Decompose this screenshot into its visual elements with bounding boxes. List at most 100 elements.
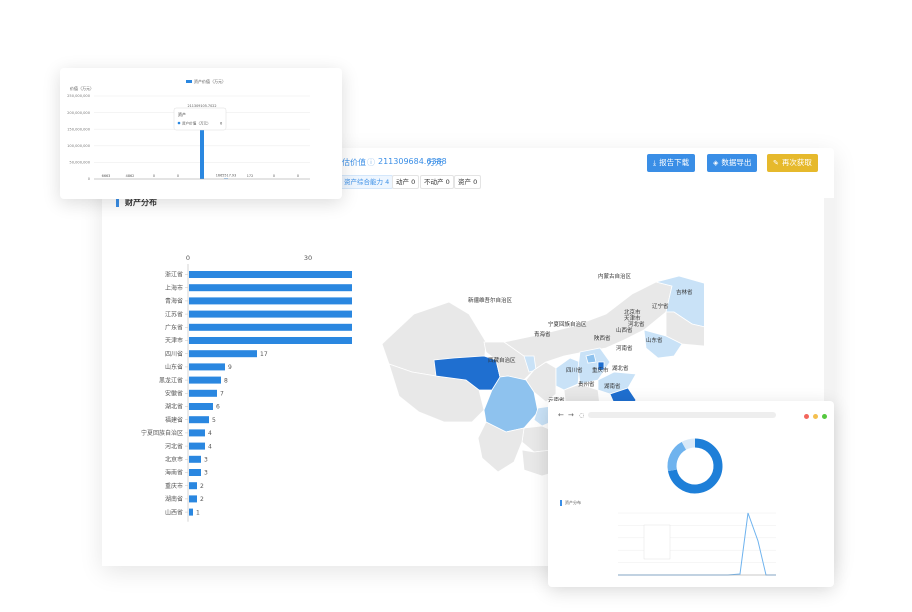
donut-slice xyxy=(681,438,696,450)
refetch-button[interactable]: ✎ 再次获取 xyxy=(767,154,818,172)
bar xyxy=(189,350,257,358)
asset-value-bar-chart: 资产价值（万元） 价值（万元） 250,000,000 200,000,000 150,… xyxy=(67,78,310,181)
bar xyxy=(189,508,193,516)
valuation-value: 211309684.6388 xyxy=(378,157,447,166)
bar-value-label: 6663 xyxy=(102,174,111,178)
bar-value-label: 2 xyxy=(200,496,204,503)
map-region-label: 重庆市 xyxy=(592,366,609,374)
tooltip-series: 资产价值（万元） xyxy=(182,121,211,126)
close-window-icon[interactable] xyxy=(804,414,809,419)
y-tick-label: 100,000,000 xyxy=(67,144,91,148)
bar xyxy=(189,363,225,371)
map-region-label: 青海省 xyxy=(534,330,551,338)
bar-value-label: 9 xyxy=(228,364,232,371)
tag-asset-ability[interactable]: 资产综合能力 4 xyxy=(340,175,394,189)
bar xyxy=(189,323,352,331)
report-download-button[interactable]: ⤓ 报告下载 xyxy=(647,154,696,172)
bar-value-label: 3 xyxy=(204,457,208,464)
category-label: 海南省 xyxy=(165,469,183,477)
bar-value-label: 1 xyxy=(196,509,200,516)
asset-value-card: 资产价值（万元） 价值（万元） 250,000,000 200,000,000 150,… xyxy=(60,68,342,199)
map-region-label: 河北省 xyxy=(628,320,645,328)
bar-value-label: 211309105.7022 xyxy=(187,104,216,108)
map-region-label: 新疆维吾尔自治区 xyxy=(468,296,513,304)
donut-chart xyxy=(667,438,723,494)
bar-value-label: 3 xyxy=(204,470,208,477)
bar-value-label: 6 xyxy=(216,404,220,411)
map-region-label: 内蒙古自治区 xyxy=(598,272,632,280)
bar-value-label: 8 xyxy=(224,377,228,384)
x-tick-label: 30 xyxy=(304,254,312,262)
x-tick-label: 0 xyxy=(186,254,190,262)
series-line xyxy=(618,512,776,576)
category-label: 黑龙江省 xyxy=(159,376,183,384)
tooltip-box xyxy=(643,524,671,560)
map-region-label: 湖南省 xyxy=(604,382,621,390)
category-label: 山西省 xyxy=(165,508,183,516)
bar xyxy=(189,389,217,397)
map-region-label: 云南省 xyxy=(548,396,565,404)
map-region-label: 北京市 xyxy=(624,308,641,316)
category-label: 湖南省 xyxy=(165,495,183,503)
section-title: 财产分布 xyxy=(116,198,157,207)
category-label: 湖北省 xyxy=(165,403,183,411)
browser-nav: ← → ◌ xyxy=(558,411,776,419)
tooltip-dot xyxy=(177,121,181,125)
tooltip-box xyxy=(173,107,227,131)
donut-slice xyxy=(667,441,687,472)
tooltip-title: 资产 xyxy=(178,111,186,117)
bar xyxy=(189,284,352,292)
browser-preview-card: ← → ◌ 资产分布 xyxy=(548,401,834,587)
category-label: 青海省 xyxy=(165,297,183,305)
valuation-label: 估价值 xyxy=(342,158,366,167)
bar-value-label: 4862 xyxy=(126,174,135,178)
bar xyxy=(189,482,197,490)
tooltip-value: 0 xyxy=(220,122,223,126)
y-axis-label: 价值（万元） xyxy=(70,85,94,91)
download-icon: ⤓ xyxy=(653,159,657,167)
bar xyxy=(200,108,204,179)
category-label: 四川省 xyxy=(165,350,183,358)
bar xyxy=(189,455,201,463)
tag-movable[interactable]: 动产 0 xyxy=(392,175,420,189)
region-shandong xyxy=(597,371,637,395)
line-section-title: 资产分布 xyxy=(560,500,581,506)
map-region-label: 四川省 xyxy=(566,366,583,374)
category-label: 重庆市 xyxy=(165,482,183,490)
map-region-label: 山西省 xyxy=(616,326,633,334)
map-region-label: 天津市 xyxy=(624,314,641,322)
bar xyxy=(189,442,205,450)
region-liaoning xyxy=(643,329,683,359)
region-bar-chart: 0306090120150180210数量（条）浙江省185上海市134青海省1… xyxy=(141,254,352,522)
region-tianjin xyxy=(597,361,605,371)
tag-asset[interactable]: 资产 0 xyxy=(454,175,482,189)
scrollbar-track[interactable] xyxy=(824,198,834,566)
category-label: 上海市 xyxy=(165,284,183,292)
bar xyxy=(189,403,213,410)
legend-label: 资产价值（万元） xyxy=(194,78,226,84)
tag-immovable[interactable]: 不动产 0 xyxy=(420,175,454,189)
bar-value-label: 7 xyxy=(220,391,224,398)
bar xyxy=(189,271,352,278)
map-region-label: 陕西省 xyxy=(594,334,611,342)
maximize-window-icon[interactable] xyxy=(822,414,827,419)
bar xyxy=(189,429,205,437)
category-label: 河北省 xyxy=(165,442,183,450)
region-heilongjiang xyxy=(655,275,704,328)
bar-value-label: 172 xyxy=(247,174,253,178)
bar-value-label: 0 xyxy=(153,174,155,178)
back-icon: ← xyxy=(558,411,564,419)
category-label: 浙江省 xyxy=(165,271,183,279)
category-label: 广东省 xyxy=(165,324,183,332)
data-export-button[interactable]: ◈ 数据导出 xyxy=(707,154,758,172)
bar-value-label: 0 xyxy=(297,174,299,178)
category-label: 江苏省 xyxy=(165,310,183,318)
category-label: 安徽省 xyxy=(165,390,183,398)
category-label: 北京市 xyxy=(165,456,183,464)
bar-value-label: 17 xyxy=(260,351,268,358)
minimize-window-icon[interactable] xyxy=(813,414,818,419)
bar xyxy=(189,495,197,503)
y-tick-label: 150,000,000 xyxy=(67,127,91,131)
bar xyxy=(189,416,209,424)
region-beijing xyxy=(585,353,597,364)
